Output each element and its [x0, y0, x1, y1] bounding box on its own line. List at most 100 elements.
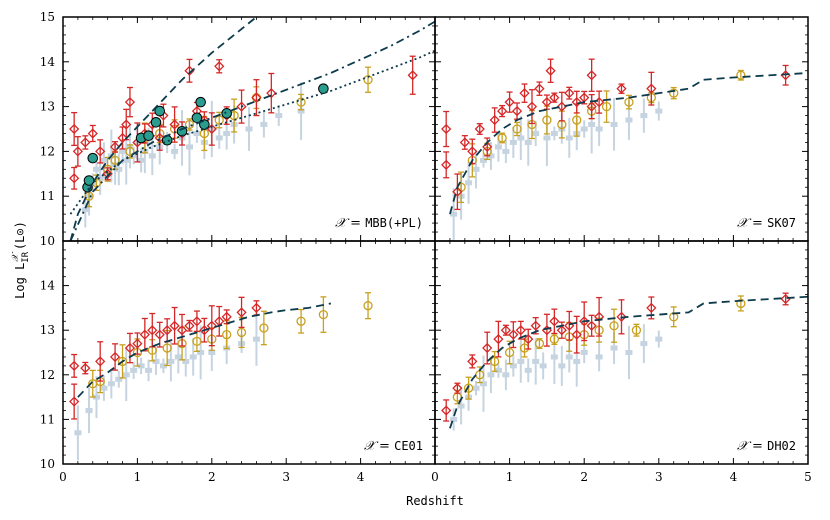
grey-square-point — [152, 358, 160, 364]
grey-square-point — [100, 157, 108, 163]
red-diamond-point — [452, 186, 463, 197]
red-diamond-point — [474, 123, 485, 135]
y-tick-label-bottom: 12 — [40, 368, 55, 382]
red-diamond-point — [124, 342, 136, 354]
red-diamond-point — [489, 114, 500, 126]
panel-label-prefix: 𝒳 = — [737, 439, 767, 454]
grey-square-point — [494, 144, 502, 150]
grey-square-point — [494, 367, 502, 373]
teal-circle-point — [154, 105, 166, 117]
gold-circle-point — [490, 356, 500, 367]
model-line-dashed — [77, 302, 332, 398]
red-diamond-point — [102, 168, 113, 179]
gold-circle-point — [631, 325, 642, 335]
red-diamond-point — [452, 383, 463, 394]
panel-label-prefix: 𝒳 = — [737, 216, 767, 231]
y-axis-title: Log LIR𝒳(L⊙) — [11, 221, 31, 299]
panel-label-code: DH02 — [767, 439, 796, 453]
red-diamond-point — [508, 329, 519, 340]
red-diamond-point — [571, 97, 582, 108]
red-diamond-point — [147, 325, 158, 336]
gold-circle-point — [318, 309, 329, 320]
red-diamond-point — [467, 146, 478, 157]
red-diamond-point — [616, 83, 627, 94]
grey-square-point — [610, 345, 618, 351]
grey-square-point — [130, 367, 138, 373]
teal-circle-point — [83, 175, 95, 186]
grey-square-point — [517, 358, 525, 364]
grey-square-point — [543, 135, 551, 141]
red-diamond-point — [586, 320, 597, 331]
teal-circle-point — [195, 96, 206, 108]
red-diamond-point — [69, 173, 80, 184]
gold-circle-point — [669, 88, 679, 98]
red-diamond-point — [511, 105, 523, 117]
red-diamond-point — [87, 128, 98, 139]
grey-square-point — [297, 108, 305, 114]
grey-square-point — [640, 341, 648, 347]
grey-square-point — [588, 122, 596, 128]
y-tick-label-top: 12 — [40, 144, 55, 158]
gold-circle-point — [117, 356, 128, 367]
grey-square-point — [193, 130, 201, 136]
grey-square-point — [122, 372, 130, 378]
grey-square-point — [487, 372, 495, 378]
x-axis-title: Redshift — [406, 494, 464, 508]
panel-label-mbb: 𝒳 = MBB(+PL) — [335, 216, 423, 231]
grey-square-point — [185, 144, 193, 150]
panel-label-code: SK07 — [767, 216, 796, 230]
red-diamond-point — [154, 132, 165, 144]
gold-circle-point — [363, 75, 373, 85]
grey-square-point — [479, 157, 487, 163]
grey-square-point — [558, 363, 566, 369]
red-diamond-point — [482, 342, 493, 354]
grey-square-point — [550, 130, 558, 136]
grey-square-point — [450, 416, 458, 422]
red-diamond-point — [266, 88, 277, 99]
red-diamond-point — [236, 307, 247, 318]
panel-data — [69, 292, 373, 461]
red-diamond-point — [109, 351, 121, 363]
panel-label-prefix: 𝒳 = — [335, 216, 365, 231]
grey-square-point — [115, 376, 123, 382]
gold-circle-point — [259, 323, 269, 333]
grey-square-point — [92, 394, 100, 400]
red-diamond-point — [80, 137, 91, 148]
red-diamond-point — [482, 141, 493, 153]
red-diamond-point — [95, 146, 106, 157]
gold-circle-point — [184, 119, 195, 130]
red-diamond-point — [117, 132, 128, 144]
grey-square-point — [197, 350, 205, 355]
red-diamond-point — [221, 311, 232, 322]
grey-square-point — [532, 130, 540, 136]
gold-circle-point — [236, 327, 247, 338]
grey-square-point — [148, 153, 156, 159]
gold-circle-point — [549, 334, 560, 344]
red-diamond-point — [69, 123, 80, 135]
svg-text:Log LIR𝒳(L⊙): Log LIR𝒳(L⊙) — [11, 221, 31, 299]
red-diamond-point — [541, 97, 553, 108]
red-diamond-point — [72, 146, 83, 157]
y-tick-label-top: 10 — [40, 234, 55, 248]
grey-square-point — [137, 363, 145, 369]
y-tick-label-top: 14 — [40, 55, 56, 69]
red-diamond-point — [154, 329, 165, 340]
red-diamond-point — [534, 83, 545, 94]
grey-square-point — [171, 148, 179, 154]
red-diamond-point — [95, 356, 106, 367]
x-tick-label-right: 5 — [804, 470, 812, 484]
gold-circle-point — [736, 70, 746, 80]
gold-circle-point — [296, 316, 306, 326]
y-tick-label-bottom: 11 — [40, 412, 55, 426]
red-diamond-point — [236, 101, 247, 112]
x-tick-label-right: 4 — [730, 470, 738, 484]
red-diamond-point — [251, 92, 262, 103]
red-diamond-point — [191, 316, 203, 327]
grey-square-point — [92, 166, 100, 172]
grey-square-point — [550, 354, 558, 360]
red-diamond-point — [206, 320, 217, 331]
x-tick-label-left: 0 — [59, 470, 67, 484]
red-diamond-point — [69, 360, 80, 371]
gold-circle-point — [125, 146, 135, 157]
